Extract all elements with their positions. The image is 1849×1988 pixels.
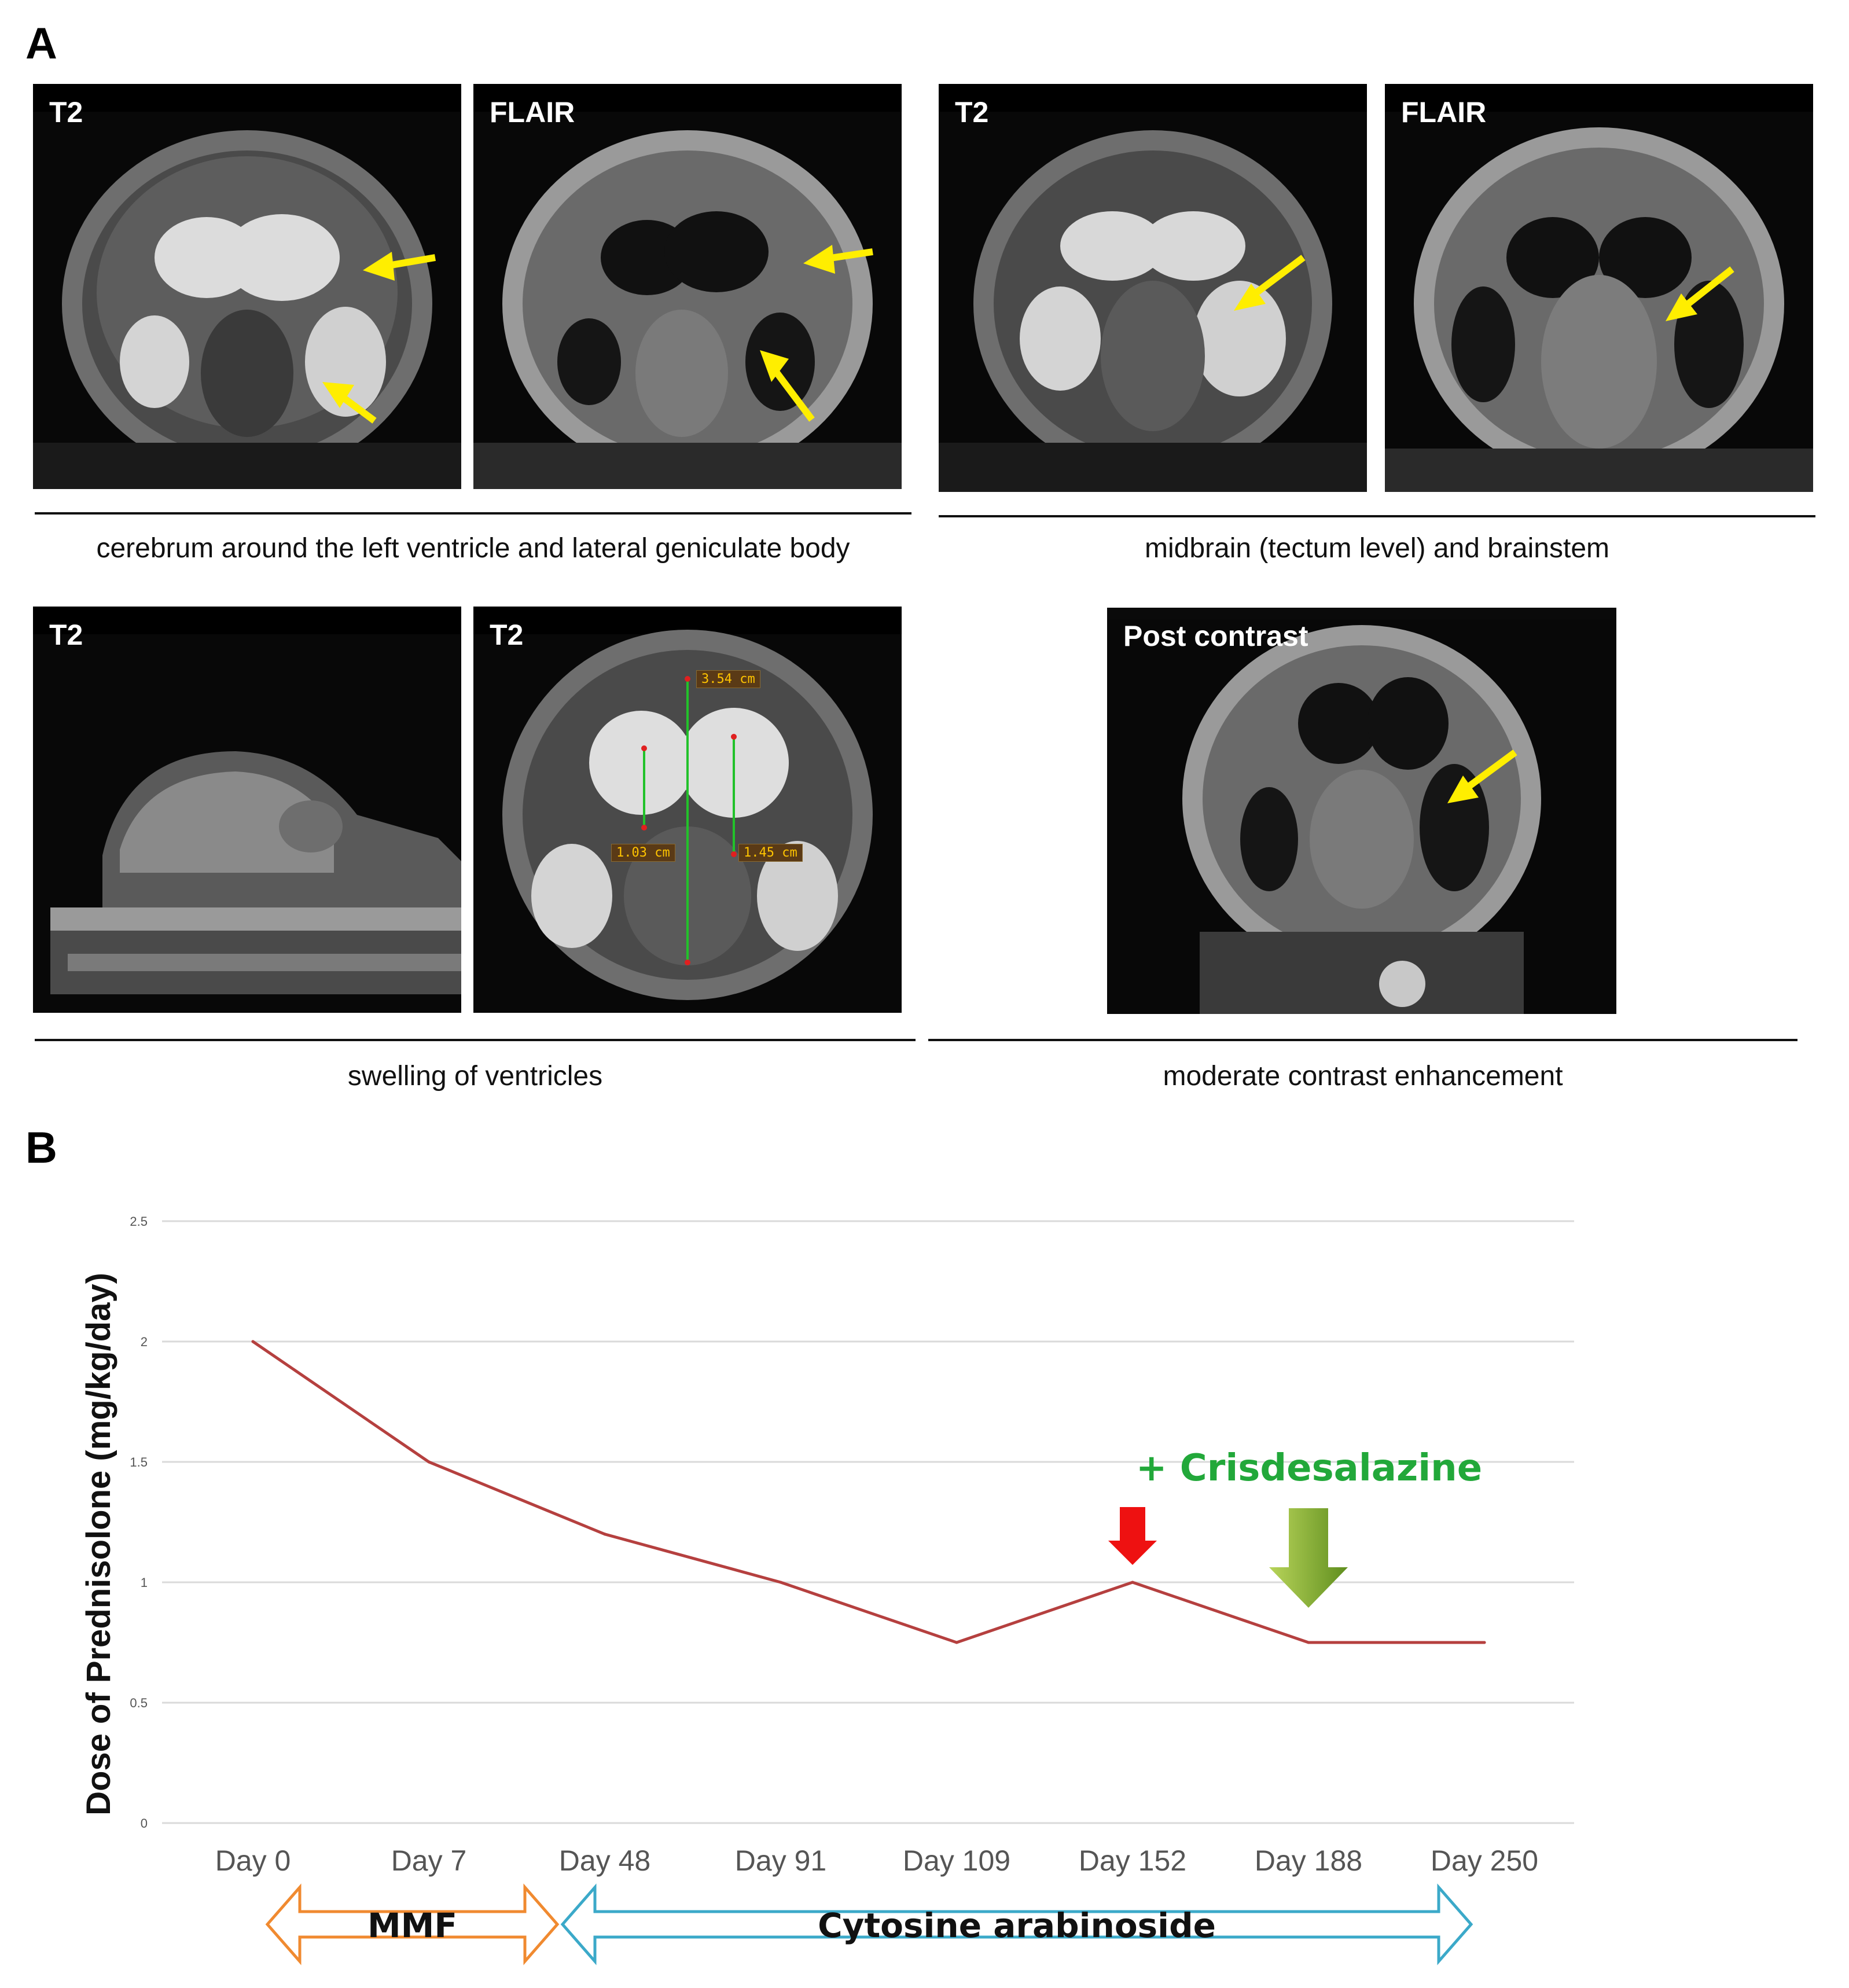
- data-point: [1307, 1641, 1310, 1644]
- data-point: [251, 1340, 255, 1343]
- mri-flair-midbrain: FLAIR: [1385, 84, 1813, 492]
- mri-scan-graphic: [50, 751, 461, 994]
- treatment-arrow: [560, 1883, 1473, 1965]
- caption-rule: [928, 1039, 1797, 1041]
- data-point: [603, 1533, 606, 1536]
- x-tick-label: Day 91: [735, 1844, 826, 1877]
- x-tick-label: Day 7: [391, 1844, 467, 1877]
- treatment-bars: MMF Cytosine arabinoside: [265, 1883, 1473, 1965]
- sequence-label: T2: [49, 96, 83, 128]
- series-segment: [779, 1581, 958, 1644]
- treatment-arrow: [265, 1883, 560, 1965]
- panel-b-label: B: [25, 1123, 57, 1173]
- x-tick-label: Day 152: [1079, 1844, 1186, 1877]
- mri-scan-graphic: [1182, 625, 1541, 1014]
- dose-series: [251, 1340, 1486, 1644]
- sequence-label: T2: [955, 96, 989, 128]
- sequence-label: Post contrast: [1123, 620, 1308, 652]
- panel-a-label: A: [25, 19, 57, 68]
- y-tick-label: 1: [141, 1575, 148, 1590]
- mri-t2-midbrain: T2: [939, 84, 1367, 492]
- caption-contrast: moderate contrast enhancement: [1163, 1061, 1563, 1092]
- data-point: [779, 1581, 782, 1584]
- caption-swelling: swelling of ventricles: [347, 1061, 603, 1092]
- y-tick-label: 1.5: [130, 1455, 148, 1469]
- sequence-label: FLAIR: [1401, 96, 1487, 128]
- green-arrow-icon: [1269, 1508, 1348, 1608]
- measurement-label: 3.54 cm: [696, 670, 760, 688]
- sequence-label: FLAIR: [490, 96, 575, 128]
- mri-t2-cerebrum: T2: [33, 84, 461, 489]
- mri-scan-graphic: [473, 130, 902, 489]
- y-tick-label: 2: [141, 1335, 148, 1349]
- mri-scan-graphic: [939, 130, 1367, 492]
- mri-scan-graphic: [33, 130, 461, 489]
- data-point: [427, 1460, 431, 1464]
- caption-rule: [939, 515, 1815, 517]
- y-tick-label: 2.5: [130, 1214, 148, 1229]
- caption-rule: [35, 1039, 916, 1041]
- series-segment: [955, 1581, 1134, 1644]
- y-tick-label: 0: [141, 1816, 148, 1831]
- x-tick-labels: Day 0 Day 7 Day 48 Day 91 Day 109 Day 152 Day …: [215, 1844, 1538, 1877]
- sequence-label: T2: [490, 619, 524, 651]
- data-point: [1131, 1581, 1134, 1584]
- chart-annotations: + Crisdesalazine: [1108, 1447, 1482, 1608]
- caption-cerebrum: cerebrum around the left ventricle and l…: [96, 533, 850, 564]
- y-axis-label: Dose of Prednisolone (mg/kg/day): [80, 1273, 117, 1816]
- measurement-label: 1.03 cm: [611, 844, 675, 862]
- treatment-label: MMF: [367, 1906, 457, 1945]
- y-tick-labels: 0 0.5 1 1.5 2 2.5: [130, 1214, 148, 1831]
- data-point: [955, 1641, 958, 1644]
- mri-t2-sagittal: T2: [33, 607, 461, 1013]
- x-tick-label: Day 48: [559, 1844, 650, 1877]
- x-tick-label: Day 0: [215, 1844, 291, 1877]
- data-point: [1483, 1641, 1486, 1644]
- x-tick-label: Day 250: [1431, 1844, 1538, 1877]
- measurement-label: 1.45 cm: [738, 844, 803, 862]
- series-segment: [603, 1533, 782, 1584]
- chart-gridlines: [162, 1220, 1574, 1824]
- red-arrow-icon: [1108, 1507, 1157, 1565]
- x-tick-label: Day 109: [903, 1844, 1010, 1877]
- series-segment: [1131, 1581, 1310, 1644]
- mri-scan-graphic: [1385, 127, 1813, 492]
- series-segment: [251, 1340, 431, 1464]
- y-tick-label: 0.5: [130, 1696, 148, 1710]
- mri-post-contrast: Post contrast: [1107, 608, 1616, 1014]
- crisdesalazine-label: + Crisdesalazine: [1136, 1447, 1482, 1490]
- caption-midbrain: midbrain (tectum level) and brainstem: [1145, 533, 1609, 564]
- caption-rule: [35, 512, 911, 515]
- x-tick-label: Day 188: [1255, 1844, 1362, 1877]
- sequence-label: T2: [49, 619, 83, 651]
- series-segment: [427, 1460, 606, 1536]
- mri-flair-cerebrum: FLAIR: [473, 84, 902, 489]
- treatment-label: Cytosine arabinoside: [818, 1906, 1216, 1945]
- mri-t2-ventricle-measure: T2 3.54 cm 1.03 cm 1.45 cm: [473, 607, 902, 1013]
